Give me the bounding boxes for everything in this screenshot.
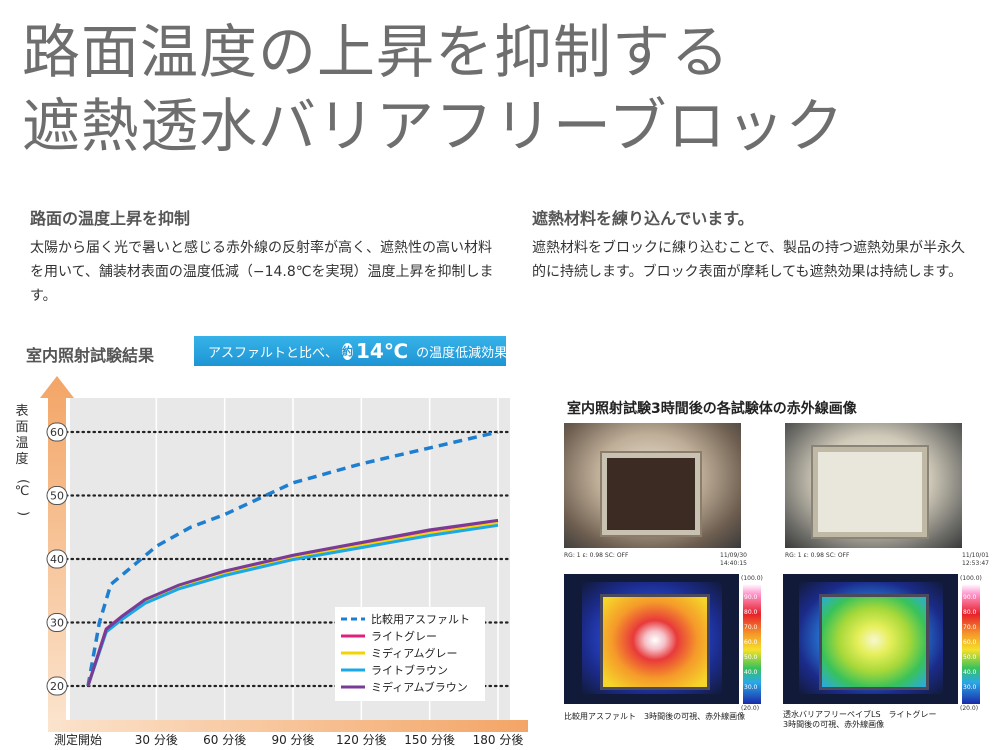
ir-scale-tick: 70.0 xyxy=(744,624,758,631)
ir-scale-tick: 40.0 xyxy=(963,669,977,676)
right-heading: 遮熱材料を練り込んでいます。 xyxy=(532,209,754,228)
lightgrey-sample xyxy=(813,447,927,537)
x-tick-label: 90 分後 xyxy=(271,733,314,747)
meta-left-1: RG: 1 ε: 0.98 SC: OFF xyxy=(564,552,629,559)
caption-lightgrey-2: 3時間後の可視、赤外線画像 xyxy=(783,720,885,729)
asphalt-sample xyxy=(602,453,700,535)
ir-scale-bottom-1: (20.0) xyxy=(741,705,760,712)
ir-scale-tick: 60.0 xyxy=(963,639,977,646)
x-tick-label: 30 分後 xyxy=(135,733,178,747)
x-tick-label: 150 分後 xyxy=(404,733,455,747)
caption-lightgrey-1: 透水バリアフリーペイブLS ライトグレー xyxy=(783,710,937,719)
ir-scale-tick: 50.0 xyxy=(744,654,758,661)
legend-label-3: ライトブラウン xyxy=(371,663,448,677)
banner-badge: 約 xyxy=(342,342,354,360)
series-line-3 xyxy=(86,523,499,687)
legend-label-0: 比較用アスファルト xyxy=(371,612,470,626)
visible-photo-lightgrey xyxy=(785,423,962,548)
x-tick-label: 60 分後 xyxy=(203,733,246,747)
ir-scale-tick: 80.0 xyxy=(963,609,977,616)
reduction-banner: アスファルトと比べ、 約 14℃ の温度低減効果 xyxy=(194,336,508,366)
visible-photo-asphalt xyxy=(564,423,741,548)
y-tick-label: 40 xyxy=(50,553,64,566)
left-body: 太陽から届く光で暑いと感じる赤外線の反射率が高く、遮熱性の高い材料を用いて、舗装… xyxy=(30,240,494,304)
lightgrey-ir-sample xyxy=(819,594,929,690)
ir-scale-tick: 90.0 xyxy=(963,594,977,601)
page-title-line1: 路面温度の上昇を抑制する xyxy=(22,18,731,86)
left-heading: 路面の温度上昇を抑制 xyxy=(30,209,191,228)
ir-scale-top-1: (100.0) xyxy=(741,575,763,582)
x-tick-label: 測定開始 xyxy=(54,732,102,747)
ir-scale-tick: 50.0 xyxy=(963,654,977,661)
banner-suffix: の温度低減効果 xyxy=(416,345,508,361)
legend-label-1: ライトグレー xyxy=(371,629,437,643)
y-tick-label: 60 xyxy=(50,426,64,439)
banner-prefix: アスファルトと比べ、 xyxy=(208,345,339,361)
page-title-line2: 遮熱透水バリアフリーブロック xyxy=(22,92,845,160)
meta-left-2: RG: 1 ε: 0.98 SC: OFF xyxy=(785,552,850,559)
y-axis-arrow xyxy=(40,376,74,720)
section-title: 室内照射試験結果 xyxy=(26,346,155,365)
banner-value: 14℃ xyxy=(356,339,409,363)
y-tick-badge xyxy=(46,676,68,696)
ir-scale-tick: 60.0 xyxy=(744,639,758,646)
legend-label-4: ミディアムブラウン xyxy=(371,680,468,694)
y-axis-label: 表面温度(℃) xyxy=(15,404,31,516)
y-tick-badge xyxy=(46,613,68,632)
ir-title: 室内照射試験3時間後の各試験体の赤外線画像 xyxy=(567,401,857,417)
x-tick-label: 120 分後 xyxy=(336,733,387,747)
y-tick-label: 30 xyxy=(50,617,64,630)
y-tick-badge xyxy=(46,422,68,442)
x-axis-band xyxy=(48,720,528,732)
ir-scale-tick: 30.0 xyxy=(744,684,758,691)
meta-time-1: 14:40:15 xyxy=(720,560,747,567)
y-tick-label: 50 xyxy=(50,490,64,503)
meta-date-1: 11/09/30 xyxy=(720,552,747,559)
y-tick-badge xyxy=(46,549,68,569)
ir-scale-2 xyxy=(962,584,980,704)
ir-scale-tick: 30.0 xyxy=(963,684,977,691)
ir-scale-tick: 90.0 xyxy=(744,594,758,601)
caption-asphalt: 比較用アスファルト 3時間後の可視、赤外線画像 xyxy=(564,712,746,721)
ir-scale-bottom-2: (20.0) xyxy=(960,705,979,712)
meta-date-2: 11/10/01 xyxy=(962,552,989,559)
ir-image-asphalt xyxy=(564,574,739,704)
right-body: 遮熱材料をブロックに練り込むことで、製品の持つ遮熱効果が半永久的に持続します。ブ… xyxy=(532,240,966,280)
ir-scale-top-2: (100.0) xyxy=(960,575,982,582)
temperature-line-chart: 20 30 40 50 60 表面温度(℃) 測定開始 30 分後 60 分後 90 分後 12… xyxy=(15,376,528,747)
legend-label-2: ミディアムグレー xyxy=(371,646,457,660)
ir-image-lightgrey xyxy=(783,574,958,704)
ir-scale-tick: 80.0 xyxy=(744,609,758,616)
x-tick-label: 180 分後 xyxy=(473,733,524,747)
series-line-4 xyxy=(86,518,499,687)
meta-time-2: 12:53:47 xyxy=(962,560,989,567)
asphalt-ir-sample xyxy=(600,594,710,690)
y-tick-badge xyxy=(46,486,68,505)
y-tick-label: 20 xyxy=(50,680,64,693)
series-line-0 xyxy=(86,430,499,687)
ir-scale-tick: 40.0 xyxy=(744,669,758,676)
ir-scale-1 xyxy=(743,584,761,704)
ir-scale-tick: 70.0 xyxy=(963,624,977,631)
